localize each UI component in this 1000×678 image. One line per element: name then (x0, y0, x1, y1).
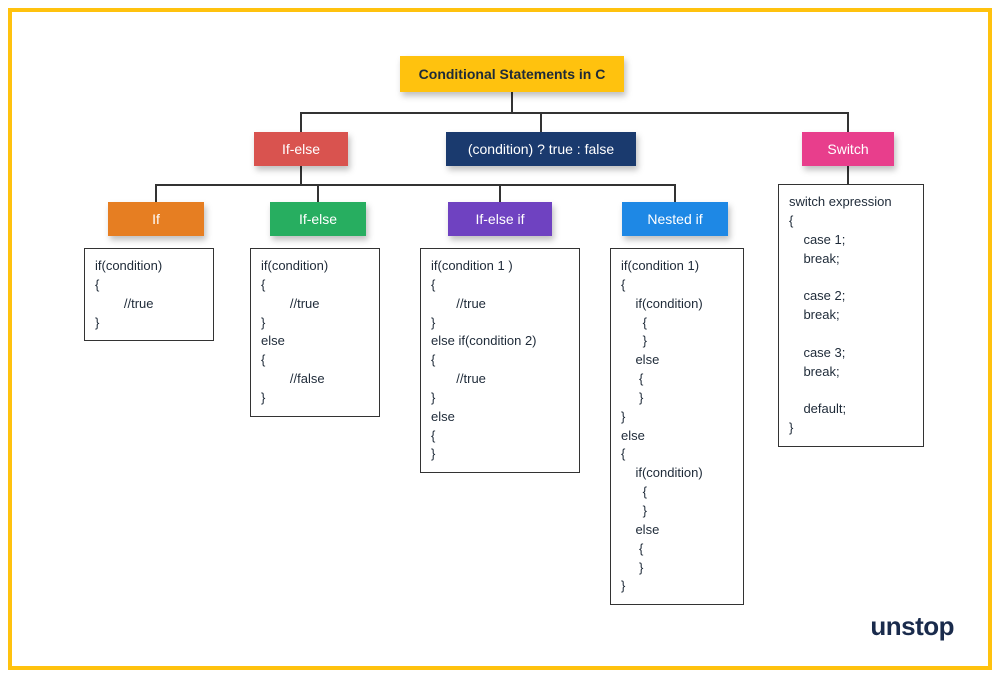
edge (540, 112, 542, 132)
node-label: If (152, 211, 160, 227)
codebox-nestedif: if(condition 1) { if(condition) { } else… (610, 248, 744, 605)
edge (674, 184, 676, 202)
codebox-ifelse: if(condition) { //true } else { //false … (250, 248, 380, 417)
edge (511, 92, 513, 112)
node-root: Conditional Statements in C (400, 56, 624, 92)
node-nestedif: Nested if (622, 202, 728, 236)
diagram-canvas: Conditional Statements in C If-else (con… (12, 12, 988, 666)
node-label: Conditional Statements in C (419, 66, 606, 82)
codebox-ifelseif: if(condition 1 ) { //true } else if(cond… (420, 248, 580, 473)
edge (300, 166, 302, 184)
node-ifelseif: If-else if (448, 202, 552, 236)
node-label: Switch (827, 141, 868, 157)
codebox-switch: switch expression { case 1; break; case … (778, 184, 924, 447)
node-ternary: (condition) ? true : false (446, 132, 636, 166)
node-switch: Switch (802, 132, 894, 166)
node-label: (condition) ? true : false (468, 141, 614, 157)
node-label: If-else if (475, 211, 524, 227)
edge (499, 184, 501, 202)
codebox-if: if(condition) { //true } (84, 248, 214, 341)
logo-text-right: stop (901, 611, 954, 641)
node-label: Nested if (647, 211, 702, 227)
node-ifelse: If-else (254, 132, 348, 166)
edge (847, 112, 849, 132)
edge (300, 112, 302, 132)
edge (300, 112, 848, 114)
edge (155, 184, 675, 186)
edge (847, 166, 849, 184)
brand-logo: unstop (870, 611, 954, 642)
edge (317, 184, 319, 202)
node-if: If (108, 202, 204, 236)
node-ifelse-leaf: If-else (270, 202, 366, 236)
logo-text-left: un (870, 611, 901, 641)
diagram-frame: Conditional Statements in C If-else (con… (8, 8, 992, 670)
edge (155, 184, 157, 202)
node-label: If-else (282, 141, 320, 157)
node-label: If-else (299, 211, 337, 227)
